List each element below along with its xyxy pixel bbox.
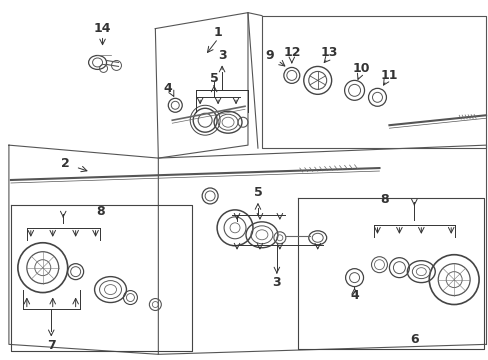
Text: 3: 3 — [272, 276, 281, 289]
Text: 9: 9 — [265, 49, 274, 62]
Text: 2: 2 — [61, 157, 70, 170]
Text: 11: 11 — [380, 69, 397, 82]
Text: 6: 6 — [409, 333, 418, 346]
Text: 1: 1 — [213, 26, 222, 39]
Text: 4: 4 — [163, 82, 172, 95]
Text: 8: 8 — [379, 193, 388, 206]
Text: 4: 4 — [349, 289, 358, 302]
Text: 5: 5 — [209, 72, 218, 85]
Text: 13: 13 — [320, 46, 338, 59]
Text: 3: 3 — [217, 49, 226, 62]
Text: 8: 8 — [96, 205, 104, 219]
Text: 7: 7 — [47, 339, 56, 352]
Text: 10: 10 — [352, 62, 369, 75]
Text: 12: 12 — [283, 46, 300, 59]
Text: 5: 5 — [253, 186, 262, 199]
Text: 14: 14 — [94, 22, 111, 35]
